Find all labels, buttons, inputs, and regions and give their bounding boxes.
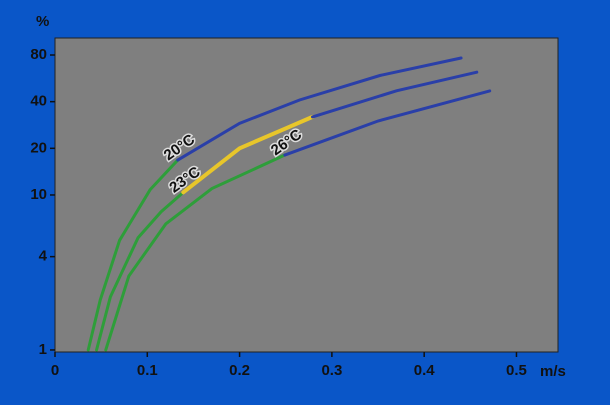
x-unit: m/s — [540, 363, 566, 380]
y-tick-label: 10 — [30, 186, 47, 203]
curve-segment — [95, 190, 185, 352]
y-tick-label: 80 — [30, 46, 47, 63]
y-unit: % — [36, 13, 49, 30]
x-tick-label: 0 — [51, 362, 59, 379]
x-tick-label: 0.2 — [229, 362, 250, 379]
curve-segment — [283, 89, 492, 157]
y-tick-label: 20 — [30, 139, 47, 156]
curve-segment — [181, 114, 315, 195]
y-tick-label: 1 — [39, 341, 47, 358]
x-tick-label: 0.5 — [506, 362, 527, 379]
curve-segment — [104, 153, 287, 352]
y-tick-label: 40 — [30, 93, 47, 110]
x-tick-label: 0.3 — [321, 362, 342, 379]
x-tick-label: 0.4 — [414, 362, 436, 379]
y-tick-label: 4 — [39, 248, 48, 265]
curve-segment — [86, 158, 180, 352]
x-tick-label: 0.1 — [137, 362, 158, 379]
plot-area — [54, 37, 559, 353]
curve-segment — [176, 56, 463, 162]
curve-segment — [310, 70, 479, 119]
